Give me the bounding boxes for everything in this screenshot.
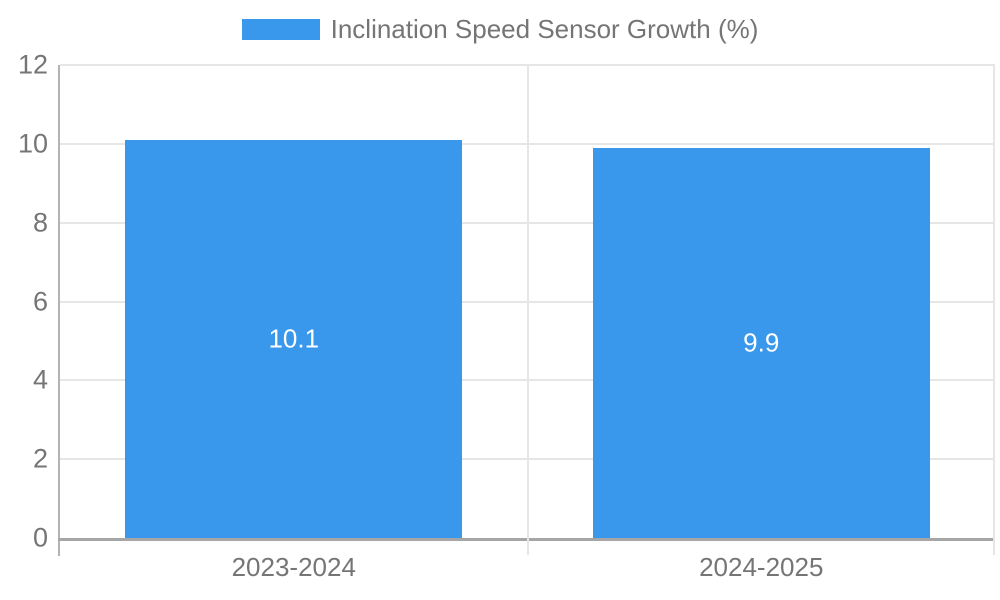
legend-label: Inclination Speed Sensor Growth (%): [330, 14, 759, 44]
y-tick-label: 2: [32, 443, 48, 474]
y-tick-label: 10: [17, 128, 48, 159]
legend-swatch: [241, 19, 320, 40]
bar-value-label: 9.9: [743, 327, 780, 358]
category-divider: [526, 65, 529, 555]
x-category-label: 2023-2024: [231, 552, 356, 582]
bar-2023-2024[interactable]: [125, 139, 463, 538]
plot-right-border: [993, 65, 995, 555]
x-category-label: 2024-2025: [699, 552, 824, 582]
y-tick-label: 12: [17, 49, 48, 80]
y-tick-label: 0: [32, 522, 48, 553]
y-tick-label: 4: [32, 364, 48, 395]
bar-value-label: 10.1: [268, 323, 320, 354]
legend: Inclination Speed Sensor Growth (%): [0, 14, 1000, 45]
y-axis-line: [58, 65, 60, 556]
plot-area: 10.1 9.9: [58, 64, 995, 556]
y-tick-label: 6: [32, 286, 48, 316]
bar-2024-2025[interactable]: [592, 147, 930, 538]
y-tick-label: 8: [32, 207, 48, 238]
